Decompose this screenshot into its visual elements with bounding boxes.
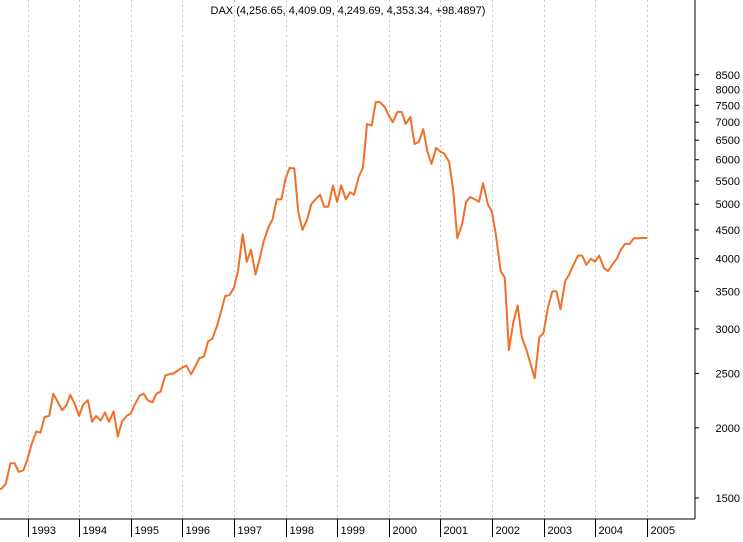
grid-layer <box>28 0 648 519</box>
x-ticks-layer: 2199319941995199619971998199920002001200… <box>28 519 675 537</box>
x-tick-label: 2000 <box>393 525 417 537</box>
x-tick-label: 2003 <box>548 525 572 537</box>
y-tick-label: 8500 <box>716 70 740 82</box>
y-tick-label: 6000 <box>716 155 740 167</box>
x-tick-label: 1993 <box>32 525 56 537</box>
y-tick-label: 3000 <box>716 324 740 336</box>
y-tick-label: 7000 <box>716 117 740 129</box>
y-tick-label: 4000 <box>716 254 740 266</box>
x-tick-label: 1994 <box>83 525 107 537</box>
x-tick-label: 1995 <box>135 525 159 537</box>
x-tick-label: 2004 <box>599 525 623 537</box>
y-tick-label: 3500 <box>716 286 740 298</box>
series-line <box>0 101 648 491</box>
x-tick-label: 1997 <box>238 525 262 537</box>
x-tick-label: 1996 <box>186 525 210 537</box>
x-tick-label: 2001 <box>444 525 468 537</box>
x-tick-label: 1998 <box>290 525 314 537</box>
y-tick-label: 8000 <box>716 85 740 97</box>
y-tick-label: 7500 <box>716 100 740 112</box>
y-tick-label: 6500 <box>716 135 740 147</box>
chart-title: DAX (4,256.65, 4,409.09, 4,249.69, 4,353… <box>211 5 486 17</box>
y-tick-label: 2500 <box>716 368 740 380</box>
y-tick-label: 1500 <box>716 493 740 505</box>
y-tick-label: 5000 <box>716 199 740 211</box>
y-tick-label: 5500 <box>716 176 740 188</box>
y-tick-label: 2000 <box>716 423 740 435</box>
axes-layer <box>0 0 696 520</box>
x-tick-label: 1999 <box>341 525 365 537</box>
x-tick-label: 2002 <box>496 525 520 537</box>
series-layer <box>0 101 648 491</box>
y-tick-label: 4500 <box>716 225 740 237</box>
y-ticks-layer: 1500 2000 2500 3000 3500 4000 4500 5000 5500 6000… <box>695 70 740 505</box>
x-tick-label: 2005 <box>651 525 675 537</box>
